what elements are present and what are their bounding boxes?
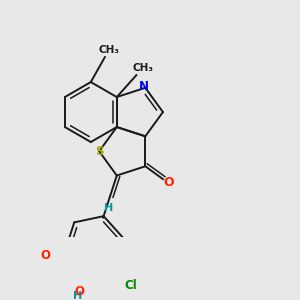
Text: CH₃: CH₃: [132, 63, 153, 73]
Text: Cl: Cl: [124, 279, 137, 292]
Text: O: O: [40, 249, 50, 262]
Text: H: H: [73, 291, 82, 300]
Text: S: S: [95, 145, 103, 158]
Text: CH₃: CH₃: [98, 45, 119, 55]
Text: H: H: [104, 203, 113, 213]
Text: N: N: [139, 80, 149, 94]
Text: O: O: [74, 285, 84, 298]
Text: O: O: [163, 176, 174, 190]
